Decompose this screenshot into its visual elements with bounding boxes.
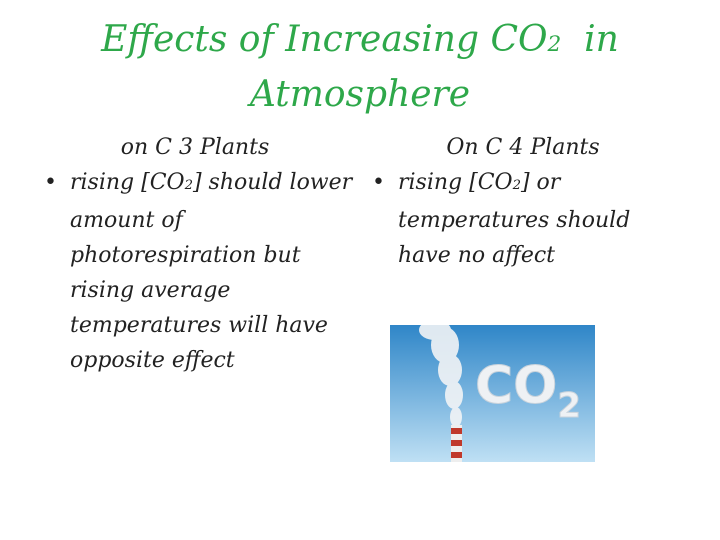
left-column: on C 3 Plants rising [CO2] should lower … (30, 130, 360, 378)
title-after: in (584, 19, 619, 60)
bullet-text: ] or temperatures should have no affect (398, 170, 631, 268)
column-heading: on C 3 Plants (120, 135, 270, 160)
image-label: CO2 (475, 356, 581, 426)
title-subscript: 2 (547, 32, 562, 57)
image-subscript: 2 (557, 386, 581, 426)
subscript: 2 (184, 178, 193, 193)
bullet-text: rising [CO (398, 170, 513, 195)
co2-image: CO2 (390, 325, 595, 462)
subscript: 2 (512, 178, 521, 193)
bullet-text: rising [CO (70, 170, 185, 195)
bullet: rising [CO2] or temperatures should have… (358, 165, 658, 273)
image-co: CO (475, 356, 557, 416)
column-heading: On C 4 Plants (446, 135, 600, 160)
right-column: On C 4 Plants rising [CO2] or temperatur… (358, 130, 688, 273)
title-line1: Effects of Increasing CO2 in (0, 15, 720, 70)
title-line2: Atmosphere (249, 74, 471, 115)
smoke (419, 325, 463, 427)
sky (390, 325, 595, 462)
title: Effects of Increasing CO2 in Atmosphere (0, 15, 720, 120)
bullet-text: ] should lower amount of photorespiratio… (70, 170, 353, 373)
chimney (451, 425, 462, 462)
title-text: Effects of Increasing CO (101, 19, 548, 60)
bullet: rising [CO2] should lower amount of phot… (30, 165, 355, 378)
